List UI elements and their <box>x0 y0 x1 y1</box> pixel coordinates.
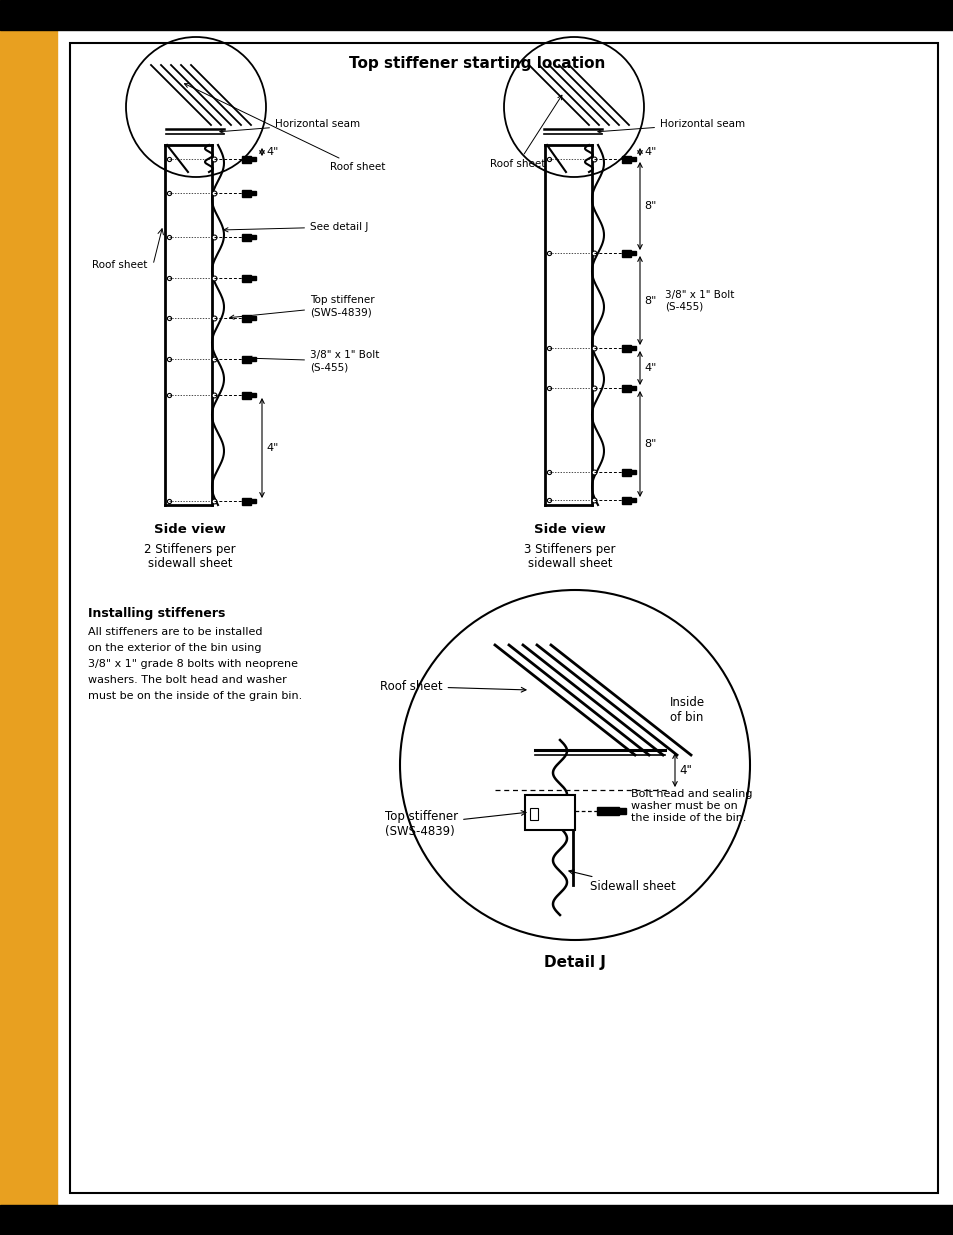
Text: sidewall sheet: sidewall sheet <box>527 557 612 569</box>
Bar <box>242 233 251 241</box>
Bar <box>242 391 251 399</box>
Bar <box>0 0 953 30</box>
Text: Side view: Side view <box>153 522 226 536</box>
Bar <box>621 249 630 257</box>
Text: Horizontal seam: Horizontal seam <box>598 119 744 133</box>
Bar <box>630 471 636 474</box>
Text: 8": 8" <box>643 438 656 450</box>
Text: All stiffeners are to be installed: All stiffeners are to be installed <box>88 627 262 637</box>
Text: 4": 4" <box>643 363 656 373</box>
Text: Side view: Side view <box>534 522 605 536</box>
Text: Top stiffener
(SWS-4839): Top stiffener (SWS-4839) <box>230 295 375 320</box>
Bar <box>621 345 630 352</box>
Text: must be on the inside of the grain bin.: must be on the inside of the grain bin. <box>88 692 302 701</box>
Text: Roof sheet: Roof sheet <box>490 95 561 169</box>
Bar <box>242 189 251 196</box>
Text: Inside
of bin: Inside of bin <box>669 697 704 724</box>
Bar <box>251 499 255 503</box>
Bar <box>251 316 255 320</box>
Text: Installing stiffeners: Installing stiffeners <box>88 606 225 620</box>
Bar <box>621 384 630 391</box>
Bar <box>251 235 255 240</box>
Text: 3/8" x 1" Bolt
(S-455): 3/8" x 1" Bolt (S-455) <box>248 351 379 372</box>
Bar <box>530 808 537 820</box>
Bar <box>621 156 630 163</box>
Text: Roof sheet: Roof sheet <box>91 261 147 270</box>
Text: 3/8" x 1" grade 8 bolts with neoprene: 3/8" x 1" grade 8 bolts with neoprene <box>88 659 297 669</box>
Bar <box>251 191 255 195</box>
Bar <box>242 498 251 505</box>
Bar <box>251 357 255 361</box>
Text: Roof sheet: Roof sheet <box>379 680 525 693</box>
Text: 4": 4" <box>679 763 691 777</box>
Text: washers. The bolt head and washer: washers. The bolt head and washer <box>88 676 287 685</box>
Bar <box>242 274 251 282</box>
Bar <box>0 0 57 1235</box>
Bar <box>621 496 630 504</box>
Bar <box>630 346 636 350</box>
Text: 4": 4" <box>266 147 278 157</box>
Text: sidewall sheet: sidewall sheet <box>148 557 232 569</box>
Bar <box>524 795 575 830</box>
Text: Detail J: Detail J <box>543 955 605 969</box>
Text: Top stiffener
(SWS-4839): Top stiffener (SWS-4839) <box>385 810 525 839</box>
Bar <box>242 315 251 321</box>
Bar <box>242 356 251 363</box>
Text: See detail J: See detail J <box>224 222 368 232</box>
Bar <box>630 157 636 161</box>
Bar <box>618 808 625 814</box>
Bar <box>597 806 618 815</box>
Text: 4": 4" <box>643 147 656 157</box>
Bar <box>242 156 251 163</box>
Text: on the exterior of the bin using: on the exterior of the bin using <box>88 643 261 653</box>
Bar <box>251 275 255 280</box>
Bar <box>621 468 630 475</box>
Text: 4": 4" <box>266 443 278 453</box>
Text: Top stiffener starting location: Top stiffener starting location <box>349 56 604 70</box>
Bar <box>630 251 636 254</box>
Text: 3/8" x 1" Bolt
(S-455): 3/8" x 1" Bolt (S-455) <box>664 290 734 311</box>
Text: Sidewall sheet: Sidewall sheet <box>568 869 675 893</box>
Text: 3 Stiffeners per: 3 Stiffeners per <box>524 542 615 556</box>
Text: Roof sheet: Roof sheet <box>184 84 385 172</box>
Text: 2 Stiffeners per: 2 Stiffeners per <box>144 542 235 556</box>
Bar <box>251 393 255 396</box>
Text: Bolt head and sealing
washer must be on
the inside of the bin.: Bolt head and sealing washer must be on … <box>630 789 752 823</box>
Bar <box>630 498 636 501</box>
Bar <box>630 387 636 390</box>
Text: 8": 8" <box>643 201 656 211</box>
Bar <box>0 1205 953 1235</box>
Text: 8": 8" <box>643 295 656 305</box>
Bar <box>251 157 255 161</box>
Text: Horizontal seam: Horizontal seam <box>219 119 359 133</box>
